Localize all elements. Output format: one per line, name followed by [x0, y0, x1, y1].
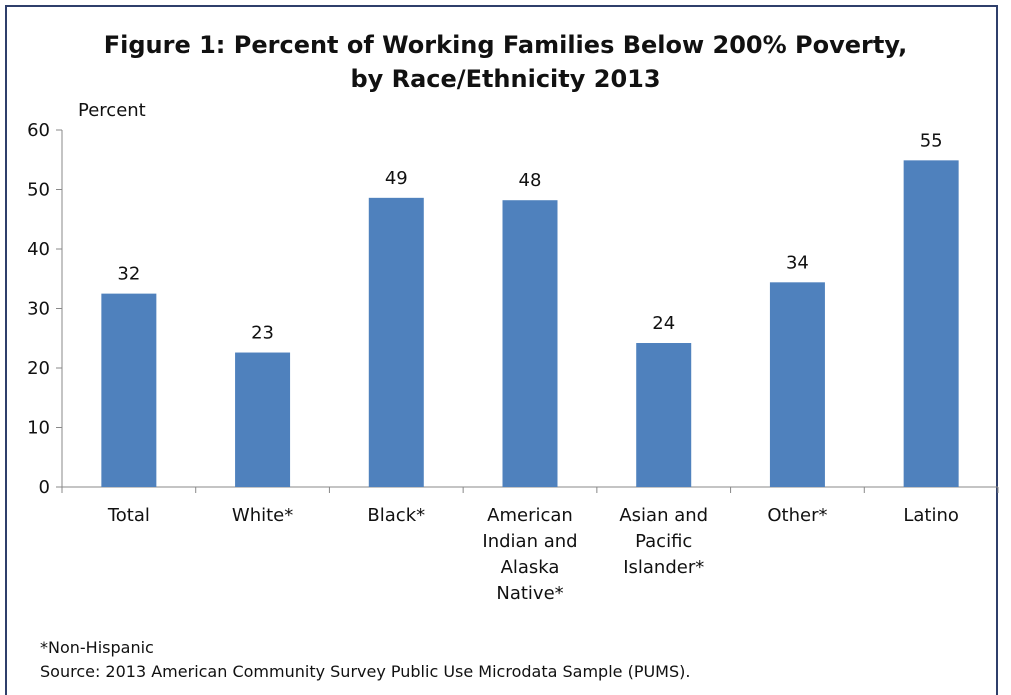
x-tick-label: American Indian and Alaska Native* — [465, 503, 595, 607]
x-tick-label-line: Native* — [496, 583, 564, 604]
y-tick-label: 20 — [27, 358, 50, 379]
chart-title-line-1: Figure 1: Percent of Working Families Be… — [103, 31, 908, 59]
chart-frame — [5, 5, 998, 695]
bar — [235, 352, 291, 487]
x-tick-label-line: Black* — [367, 505, 426, 526]
x-tick-label-line: Islander* — [623, 557, 705, 578]
x-tick-label: Asian and Pacific Islander* — [599, 503, 729, 581]
x-tick-label-line: Total — [107, 505, 150, 526]
data-label: 23 — [251, 323, 274, 344]
x-tick-label: Other* — [732, 503, 862, 529]
bar — [368, 197, 424, 487]
x-tick-label: Latino — [866, 503, 996, 529]
x-tick-label-line: Latino — [903, 505, 959, 526]
bar — [769, 282, 825, 487]
y-tick-label: 30 — [27, 299, 50, 320]
data-label: 48 — [519, 170, 542, 191]
y-tick-label: 50 — [27, 180, 50, 201]
x-tick-label-line: American — [487, 505, 573, 526]
data-label: 49 — [385, 168, 408, 189]
x-tick-label-line: White* — [231, 505, 294, 526]
x-tick-label-line: Other* — [767, 505, 828, 526]
x-tick-label-line: Indian and — [482, 531, 578, 552]
x-tick-label: Total — [64, 503, 194, 529]
bar — [101, 293, 157, 487]
x-tick-label-line: Asian and — [619, 505, 709, 526]
bar — [903, 160, 959, 487]
x-tick-label-line: Pacific — [635, 531, 693, 552]
footnote-non-hispanic: *Non-Hispanic — [40, 638, 154, 657]
x-tick-label-line: Alaska — [500, 557, 560, 578]
data-label: 55 — [920, 130, 943, 151]
bar — [636, 343, 692, 487]
y-tick-label: 0 — [39, 477, 50, 498]
chart-title-line-2: by Race/Ethnicity 2013 — [350, 65, 661, 93]
data-label: 32 — [117, 264, 140, 285]
y-axis-label: Percent — [78, 100, 146, 121]
bar — [502, 200, 558, 487]
y-tick-label: 40 — [27, 239, 50, 260]
data-label: 34 — [786, 252, 809, 273]
y-tick-label: 60 — [27, 120, 50, 141]
y-tick-label: 10 — [27, 418, 50, 439]
footnote-source: Source: 2013 American Community Survey P… — [40, 662, 691, 681]
data-label: 24 — [652, 313, 675, 334]
x-tick-label: White* — [198, 503, 328, 529]
x-tick-label: Black* — [331, 503, 461, 529]
